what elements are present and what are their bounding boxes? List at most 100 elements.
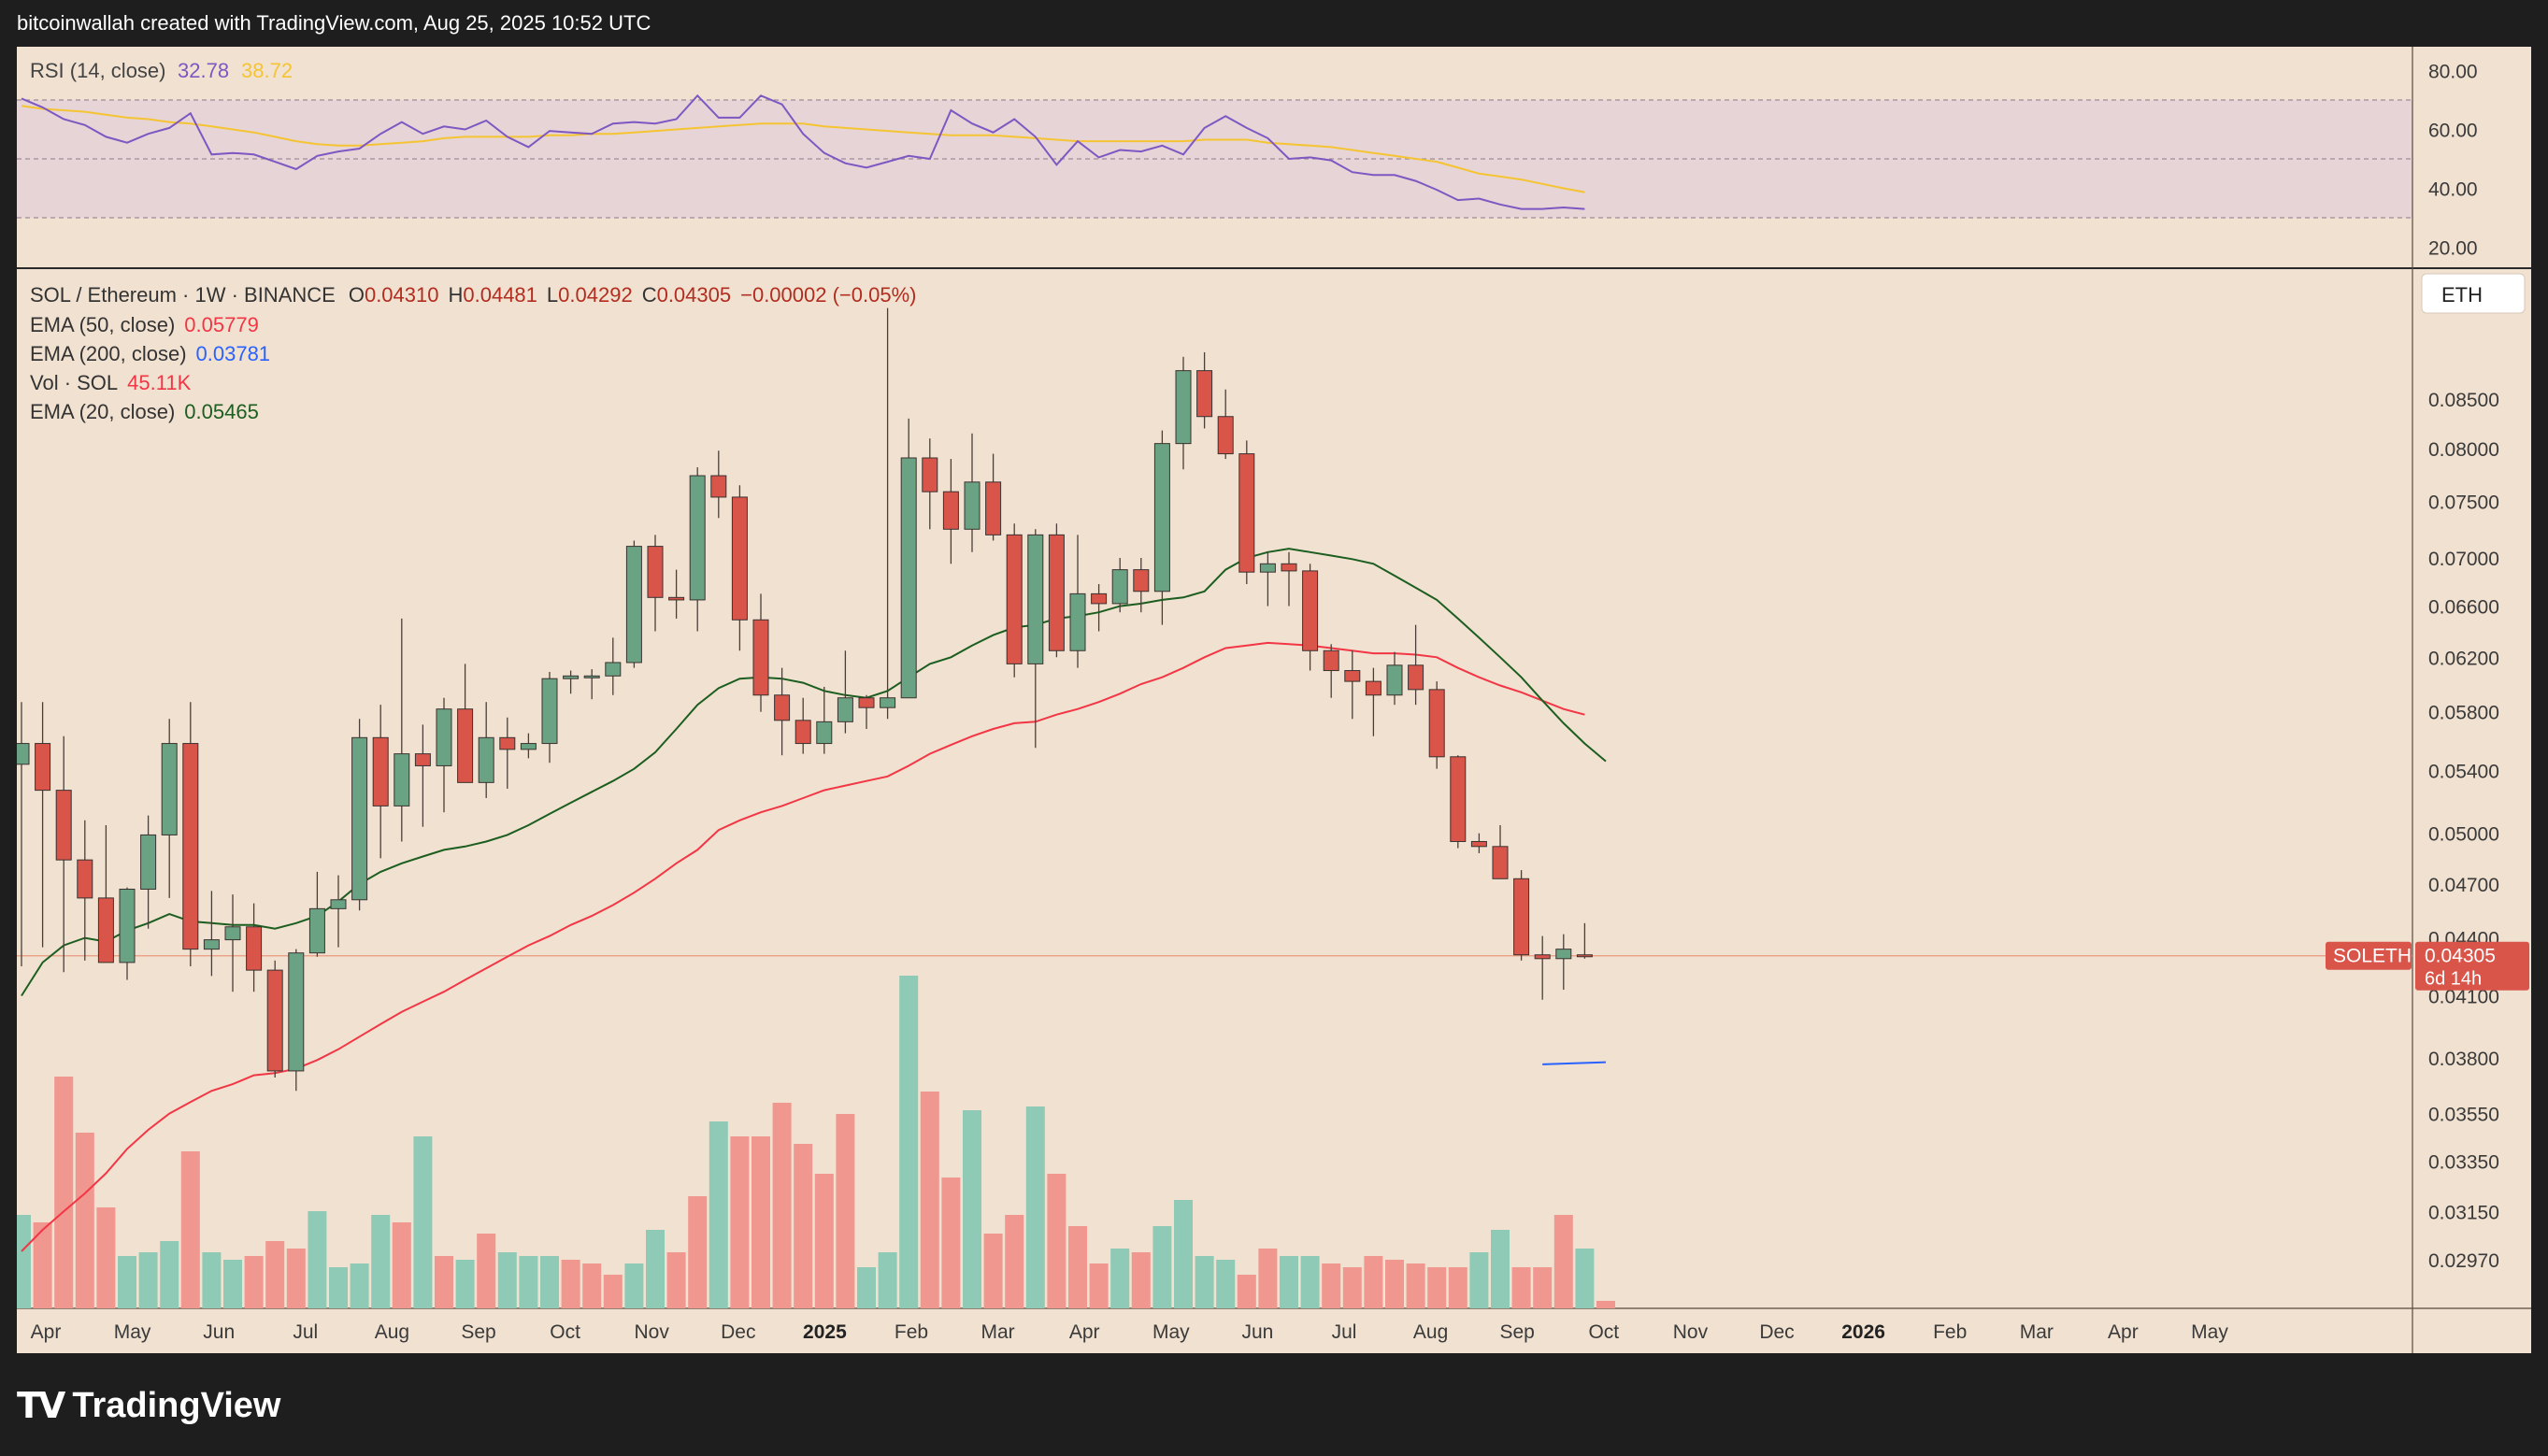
price-axis-label: 0.06200 bbox=[2428, 648, 2499, 669]
tradingview-logo[interactable]: TV TradingView bbox=[17, 1381, 280, 1430]
volume-bar bbox=[1280, 1256, 1298, 1308]
price-axis-label: 0.03350 bbox=[2428, 1151, 2499, 1173]
volume-bar bbox=[519, 1256, 538, 1308]
time-axis-label: Dec bbox=[1759, 1321, 1794, 1343]
volume-bar bbox=[1025, 1106, 1045, 1308]
price-axis-label: 0.05800 bbox=[2428, 703, 2499, 724]
rsi-axis-label: 40.00 bbox=[2428, 179, 2478, 201]
time-axis-label: Apr bbox=[2108, 1321, 2139, 1343]
time-axis-label: Oct bbox=[550, 1321, 580, 1343]
rsi-value: 32.78 bbox=[178, 59, 229, 82]
candle bbox=[1386, 651, 1403, 706]
chart-frame: RSI (14, close) 32.78 38.72 80.00 60.00 40… bbox=[12, 47, 2531, 1353]
legend-high-key: H bbox=[448, 283, 463, 307]
volume-bar bbox=[350, 1263, 369, 1308]
candle-body bbox=[436, 708, 452, 766]
candle bbox=[77, 820, 93, 961]
price-axis-label: 0.04100 bbox=[2428, 986, 2499, 1007]
currency-button[interactable]: ETH bbox=[2421, 273, 2526, 314]
candle bbox=[266, 960, 283, 1078]
candle bbox=[55, 735, 72, 973]
candle-body bbox=[1048, 534, 1065, 651]
volume-bar bbox=[666, 1252, 686, 1308]
volume-bar bbox=[688, 1196, 708, 1308]
candle bbox=[1513, 870, 1530, 961]
volume-bar bbox=[772, 1103, 792, 1308]
candle-body bbox=[668, 596, 685, 601]
candle bbox=[752, 593, 769, 712]
candle bbox=[13, 702, 30, 966]
candle-body bbox=[224, 926, 241, 941]
currency-button-label[interactable]: ETH bbox=[2441, 283, 2483, 307]
volume-bar bbox=[1300, 1256, 1320, 1308]
time-axis-label: Dec bbox=[721, 1321, 755, 1343]
volume-bar bbox=[1322, 1263, 1341, 1308]
candle-body bbox=[816, 721, 833, 745]
volume-bar bbox=[624, 1263, 644, 1308]
candle bbox=[203, 891, 220, 977]
candle-body bbox=[752, 619, 769, 696]
price-axis-label: 0.08500 bbox=[2428, 390, 2499, 411]
candle-body bbox=[563, 675, 580, 679]
volume-bar bbox=[920, 1092, 939, 1308]
volume-bar bbox=[12, 1215, 31, 1308]
candle-body bbox=[97, 897, 114, 964]
volume-bar bbox=[1005, 1215, 1024, 1308]
rsi-label: RSI (14, close) bbox=[30, 59, 166, 82]
legend-low-value: 0.04292 bbox=[558, 283, 633, 307]
volume-bar bbox=[75, 1133, 94, 1308]
candle bbox=[1408, 624, 1424, 706]
candle bbox=[436, 697, 452, 813]
candle-body bbox=[266, 969, 283, 1072]
volume-bar bbox=[308, 1211, 327, 1308]
volume-bar bbox=[1152, 1226, 1172, 1308]
volume-bar bbox=[646, 1230, 665, 1308]
volume-bar bbox=[1575, 1249, 1595, 1308]
legend-ema50: EMA (50, close) 0.05779 bbox=[30, 313, 259, 336]
candle bbox=[35, 702, 51, 948]
candle bbox=[1217, 389, 1234, 460]
candle bbox=[1323, 644, 1339, 698]
legend-symbol-line: SOL / Ethereum · 1W · BINANCE O0.04310 H0.… bbox=[30, 283, 916, 307]
candle-body bbox=[499, 736, 516, 750]
volume-bar bbox=[1364, 1256, 1383, 1308]
volume-bar bbox=[1448, 1267, 1467, 1308]
candle bbox=[837, 650, 853, 734]
legend-symbol: SOL / Ethereum · 1W · BINANCE bbox=[30, 283, 336, 307]
price-axis-label: 0.03800 bbox=[2428, 1049, 2499, 1070]
candle bbox=[1281, 551, 1297, 607]
price-axis-label: 0.04700 bbox=[2428, 875, 2499, 896]
volume-bar bbox=[223, 1260, 242, 1308]
volume-bar bbox=[878, 1252, 897, 1308]
candle-body bbox=[1386, 664, 1403, 696]
chart-svg[interactable]: RSI (14, close) 32.78 38.72 80.00 60.00 40… bbox=[12, 47, 2531, 1353]
candle bbox=[1175, 356, 1192, 470]
candle-body bbox=[414, 753, 431, 766]
legend: SOL / Ethereum · 1W · BINANCE O0.04310 H0.… bbox=[30, 283, 916, 423]
candle-body bbox=[13, 743, 30, 765]
volume-bar bbox=[561, 1260, 580, 1308]
candle bbox=[710, 450, 727, 519]
volume-bar bbox=[983, 1234, 1003, 1308]
candle-body bbox=[203, 939, 220, 950]
candle-body bbox=[900, 457, 917, 699]
candle bbox=[224, 894, 241, 992]
candle bbox=[520, 733, 537, 759]
legend-close-value: 0.04305 bbox=[657, 283, 732, 307]
volume-bar bbox=[730, 1136, 750, 1308]
volume-bar bbox=[265, 1241, 285, 1308]
time-axis-label: Apr bbox=[1069, 1321, 1100, 1343]
candle-body bbox=[922, 457, 938, 492]
volume-bar bbox=[1174, 1200, 1193, 1308]
price-axis-label: 0.05400 bbox=[2428, 761, 2499, 782]
tradingview-logo-icon: TV bbox=[17, 1385, 65, 1426]
candle-body bbox=[140, 834, 157, 890]
candle bbox=[858, 694, 875, 730]
candle-body bbox=[774, 694, 791, 721]
price-axis-label: 0.02970 bbox=[2428, 1250, 2499, 1272]
rsi-ma-value: 38.72 bbox=[241, 59, 293, 82]
legend-volume-label: Vol · SOL bbox=[30, 371, 118, 394]
candle-body bbox=[1217, 416, 1234, 455]
volume-bar bbox=[413, 1136, 433, 1308]
legend-low-key: L bbox=[547, 283, 558, 307]
